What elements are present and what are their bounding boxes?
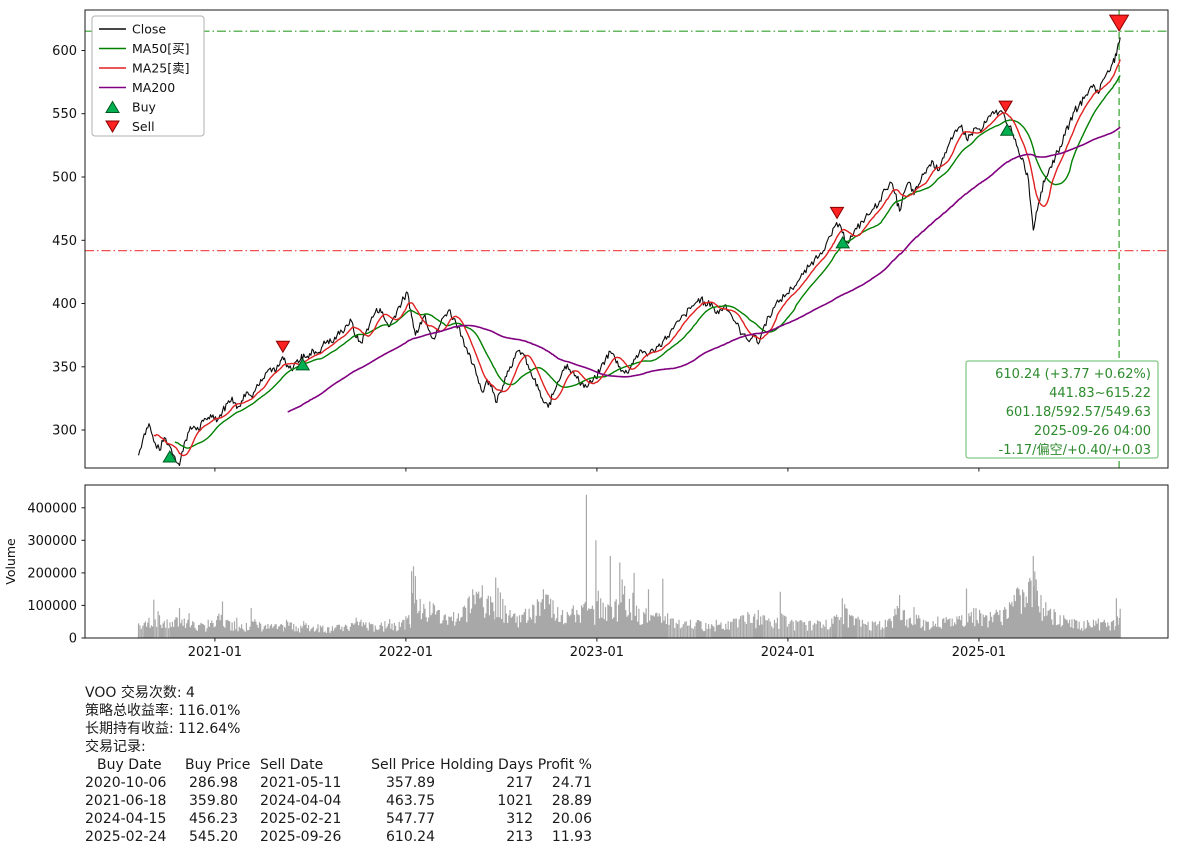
x-tick-label: 2022-01	[379, 645, 433, 660]
y-axis-volume: 0 100000 200000 300000 400000 Volume	[3, 501, 85, 647]
price-tick-label: 300	[52, 424, 77, 439]
x-tick-label: 2023-01	[570, 645, 624, 660]
volume-tick-label: 200000	[27, 566, 77, 581]
volume-bars	[137, 494, 1121, 638]
legend-label: MA25[卖]	[132, 61, 190, 76]
annotation-line: 610.24 (+3.77 +0.62%)	[995, 367, 1151, 382]
volume-tick-label: 100000	[27, 599, 77, 614]
x-tick-label: 2021-01	[188, 645, 242, 660]
col-buy-price: Buy Price	[185, 757, 251, 773]
price-tick-label: 350	[52, 360, 77, 375]
ma200-line	[287, 126, 1121, 413]
annotation-line: 601.18/592.57/549.63	[1006, 405, 1151, 420]
legend-label: Close	[132, 22, 166, 37]
annotation-line: -1.17/偏空/+0.40/+0.03	[999, 443, 1151, 458]
trade-count-line: VOO 交易次数: 4	[85, 685, 195, 701]
x-tick-label: 2024-01	[761, 645, 815, 660]
trade-log-title: 交易记录:	[85, 739, 146, 755]
trade-row: 2025-02-24 545.20 2025-09-26 610.24 213 …	[85, 829, 592, 845]
legend-label: MA50[买]	[132, 41, 190, 56]
volume-plot-border	[84, 484, 1169, 639]
annotation-line: 441.83~615.22	[1049, 386, 1151, 401]
price-tick-label: 550	[52, 107, 77, 122]
sell-marker	[275, 340, 291, 354]
sell-marker	[829, 206, 845, 220]
col-profit: Profit %	[537, 757, 592, 773]
x-tick-label: 2025-01	[952, 645, 1006, 660]
ma50-line	[174, 75, 1121, 449]
trades-header-row: Buy Date Buy Price Sell Date Sell Price …	[85, 756, 592, 774]
col-buy-date: Buy Date	[97, 757, 162, 773]
y-axis-price: 300 350 400 450 500 550 600	[52, 44, 85, 439]
legend: Close MA50[买] MA25[卖] MA200 Buy Sell	[91, 15, 205, 137]
legend-buy-marker	[105, 100, 120, 113]
price-plot-border	[84, 9, 1169, 469]
trade-row: 2024-04-15 456.23 2025-02-21 547.77 312 …	[85, 811, 592, 827]
trade-row: 2021-06-18 359.80 2024-04-04 463.75 1021…	[85, 793, 592, 809]
strategy-return-line: 策略总收益率: 116.01%	[85, 703, 241, 719]
sell-marker	[998, 100, 1013, 114]
buy-marker	[162, 450, 178, 463]
sell-marker	[1108, 14, 1130, 32]
volume-tick-label: 300000	[27, 534, 77, 549]
ma25-line	[153, 59, 1121, 457]
trade-row: 2020-10-06 286.98 2021-05-11 357.89 217 …	[85, 775, 592, 791]
volume-tick-label: 0	[69, 632, 77, 647]
buy-hold-return-line: 长期持有收益: 112.64%	[85, 721, 241, 737]
price-tick-label: 500	[52, 171, 77, 186]
legend-label: MA200	[132, 80, 175, 95]
volume-tick-label: 400000	[27, 501, 77, 516]
col-sell-date: Sell Date	[260, 757, 324, 773]
buy-marker	[295, 357, 311, 371]
col-sell-price: Sell Price	[371, 757, 435, 773]
col-holding-days: Holding Days	[440, 757, 533, 773]
legend-sell-marker	[105, 120, 120, 133]
trade-markers	[162, 14, 1130, 463]
price-series	[137, 37, 1121, 467]
reference-lines	[85, 10, 1168, 468]
price-tick-label: 450	[52, 234, 77, 249]
buy-marker	[999, 123, 1015, 136]
legend-label: Buy	[132, 100, 156, 115]
buy-marker	[835, 235, 851, 249]
price-tick-label: 600	[52, 44, 77, 59]
annotation-line: 2025-09-26 04:00	[1034, 424, 1151, 439]
chart-svg: 610.24 (+3.77 +0.62%) 441.83~615.22 601.18…	[3, 9, 1169, 660]
price-volume-chart: 610.24 (+3.77 +0.62%) 441.83~615.22 601.18…	[3, 9, 1169, 660]
quote-annotation: 610.24 (+3.77 +0.62%) 441.83~615.22 601.18…	[965, 360, 1159, 459]
volume-axis-label: Volume	[3, 538, 18, 585]
legend-label: Sell	[132, 119, 155, 134]
x-axis: 2021-01 2022-01 2023-01 2024-01 2025-01	[188, 468, 1006, 660]
summary-block: VOO 交易次数: 4 策略总收益率: 116.01% 长期持有收益: 112.…	[85, 684, 592, 846]
price-tick-label: 400	[52, 297, 77, 312]
